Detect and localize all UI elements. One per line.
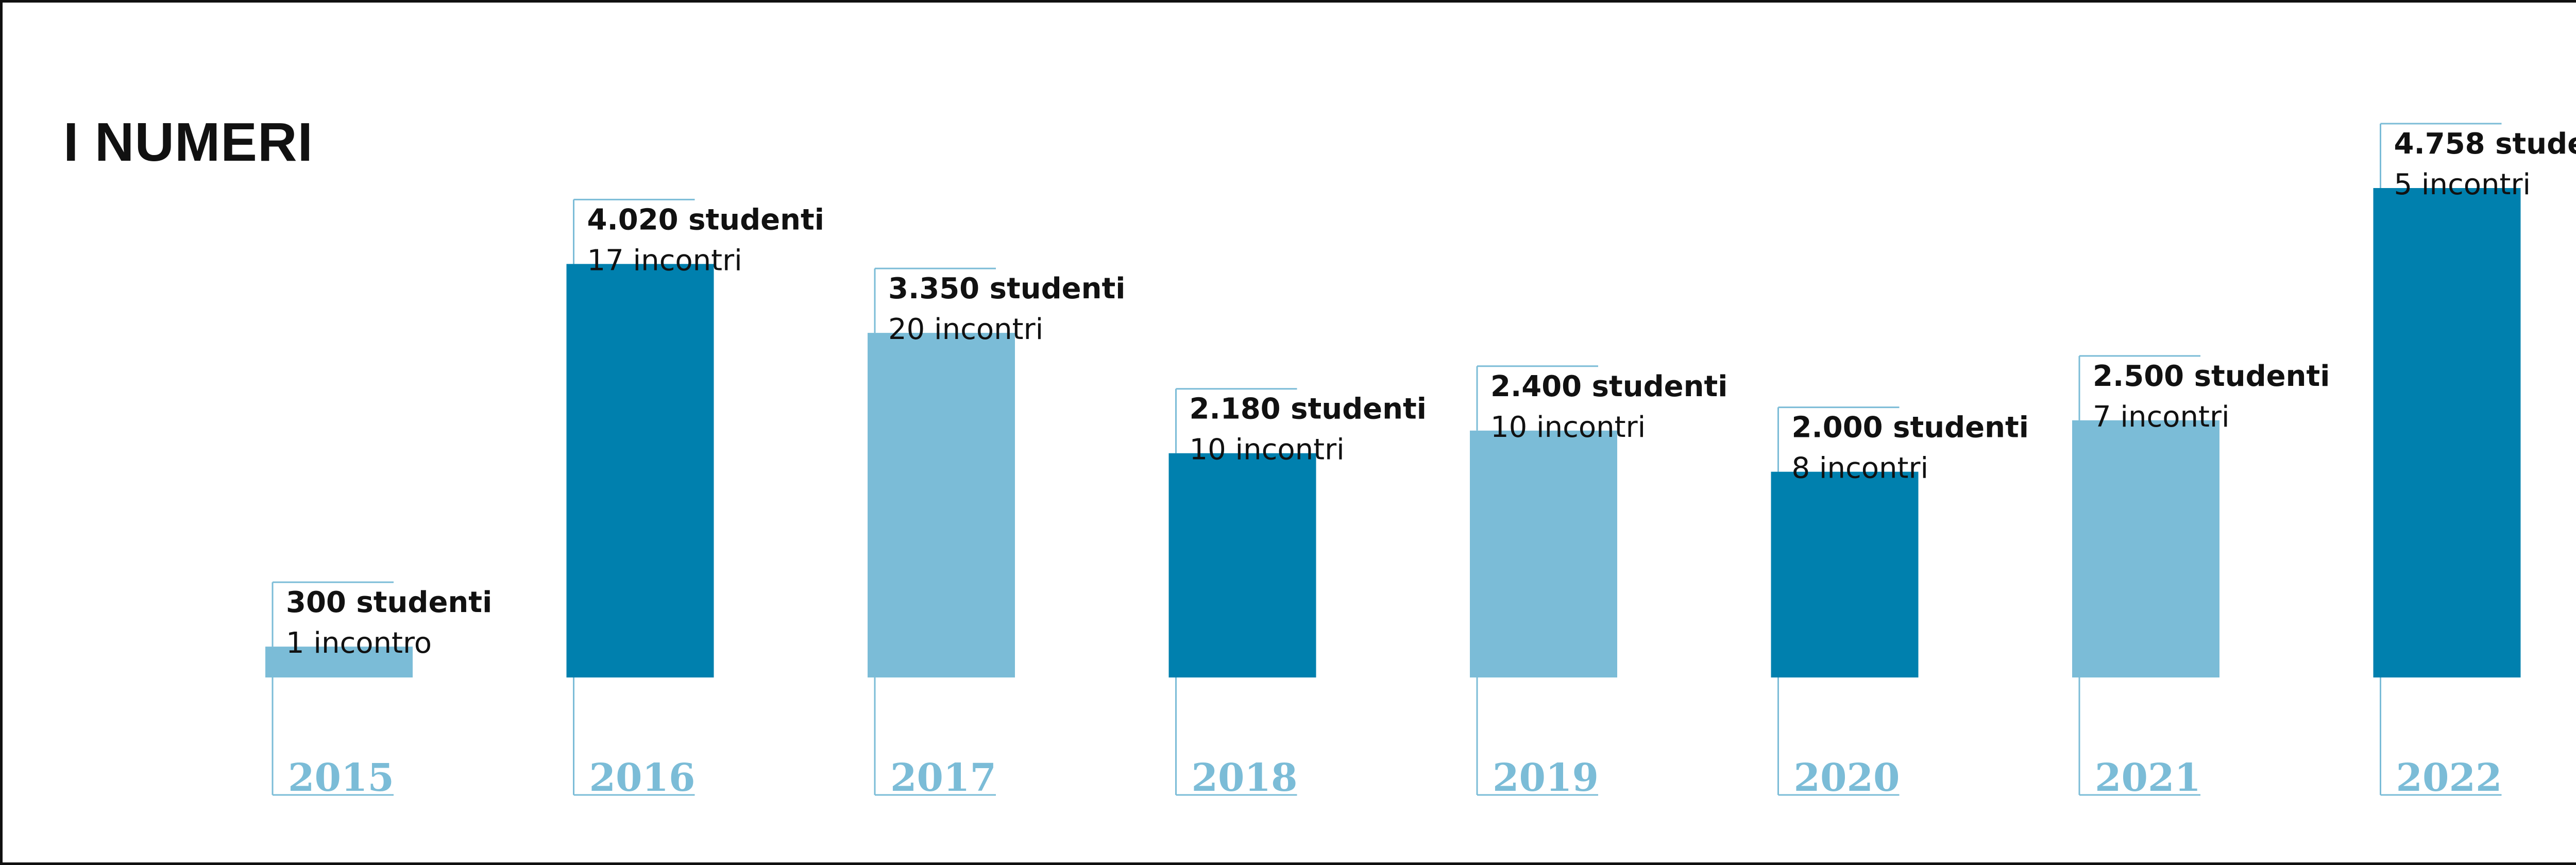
page-title: I NUMERI <box>63 112 313 173</box>
bar-value-label: 300 studenti <box>286 586 492 619</box>
bar-meetings-label: 8 incontri <box>1792 452 1929 485</box>
bar-2018 <box>1168 453 1316 677</box>
x-tick-label: 2017 <box>890 756 996 800</box>
bar-meetings-label: 10 incontri <box>1490 411 1646 444</box>
bar-2015 <box>265 647 413 677</box>
bar-value-label: 3.350 studenti <box>888 272 1126 306</box>
x-tick-label: 2020 <box>1794 756 1900 800</box>
bar-2020 <box>1771 471 1919 677</box>
bar-value-label: 2.500 studenti <box>2093 360 2330 393</box>
bar-meetings-label: 1 incontro <box>286 626 432 660</box>
bar-value-label: 2.000 studenti <box>1792 411 2029 445</box>
bar-meetings-label: 20 incontri <box>888 313 1043 346</box>
bar-value-label: 2.400 studenti <box>1490 370 1728 403</box>
bar-chart: 300 studenti 1 incontro 2015 4.020 studenti… <box>265 123 2576 800</box>
bar-2017 <box>868 333 1015 677</box>
bar-value-label: 2.180 studenti <box>1190 393 1427 426</box>
bar-2016 <box>566 264 714 677</box>
x-tick-label: 2019 <box>1493 756 1599 800</box>
bar-meetings-label: 10 incontri <box>1190 433 1345 467</box>
bar-meetings-label: 7 incontri <box>2093 400 2230 434</box>
x-tick-label: 2018 <box>1192 756 1298 800</box>
x-tick-label: 2016 <box>589 756 696 800</box>
x-tick-label: 2015 <box>288 756 394 800</box>
x-tick-label: 2022 <box>2396 756 2502 800</box>
bar-2022 <box>2373 188 2521 677</box>
bar-meetings-label: 5 incontri <box>2394 168 2531 201</box>
bar-meetings-label: 17 incontri <box>587 244 742 277</box>
bar-2021 <box>2072 420 2219 677</box>
x-tick-label: 2021 <box>2095 756 2201 800</box>
bar-2019 <box>1470 430 1617 677</box>
bar-value-label: 4.758 studenti <box>2394 127 2576 161</box>
bar-value-label: 4.020 studenti <box>587 203 825 236</box>
